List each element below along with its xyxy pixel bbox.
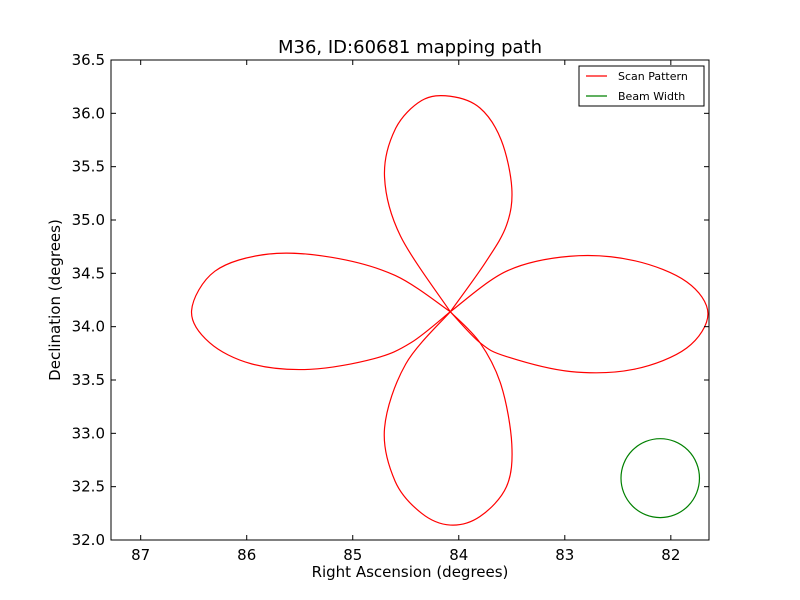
scan-pattern-petal-east — [190, 252, 451, 371]
beam-width-circle — [620, 438, 701, 519]
series-layer — [190, 95, 709, 526]
plot-frame — [110, 59, 710, 541]
legend-box — [578, 65, 705, 107]
scan-pattern-petal-north — [383, 95, 513, 313]
y-tick-label: 33.0 — [72, 424, 105, 442]
plot-area: 87 86 85 84 83 82 32.0 32.5 33.0 33.5 34.0 34.5 35.0… — [72, 51, 710, 564]
y-tick-label: 36.0 — [72, 104, 105, 122]
y-tick-label: 32.0 — [72, 531, 105, 549]
y-tick-label: 35.0 — [72, 211, 105, 229]
chart-title: M36, ID:60681 mapping path — [278, 37, 542, 58]
legend: Scan Pattern Beam Width — [578, 65, 705, 107]
x-tick-label: 87 — [131, 546, 150, 564]
legend-label-scan-pattern: Scan Pattern — [618, 70, 688, 83]
scan-pattern-petal-south — [383, 311, 513, 526]
y-tick-label: 33.5 — [72, 371, 105, 389]
x-tick-label: 86 — [237, 546, 256, 564]
x-tick-label: 82 — [661, 546, 680, 564]
ticks-layer: 87 86 85 84 83 82 32.0 32.5 33.0 33.5 34.0 34.5 35.0… — [72, 51, 709, 564]
scan-pattern-petal-west — [449, 254, 709, 374]
y-tick-label: 34.0 — [72, 318, 105, 336]
x-axis-label: Right Ascension (degrees) — [312, 563, 509, 581]
y-tick-label: 36.5 — [72, 51, 105, 69]
x-tick-label: 83 — [555, 546, 574, 564]
y-tick-label: 32.5 — [72, 478, 105, 496]
x-tick-label: 85 — [343, 546, 362, 564]
legend-label-beam-width: Beam Width — [618, 90, 685, 103]
y-tick-label: 35.5 — [72, 158, 105, 176]
y-tick-label: 34.5 — [72, 264, 105, 282]
y-axis-label: Declination (degrees) — [46, 219, 64, 381]
x-tick-label: 84 — [449, 546, 468, 564]
